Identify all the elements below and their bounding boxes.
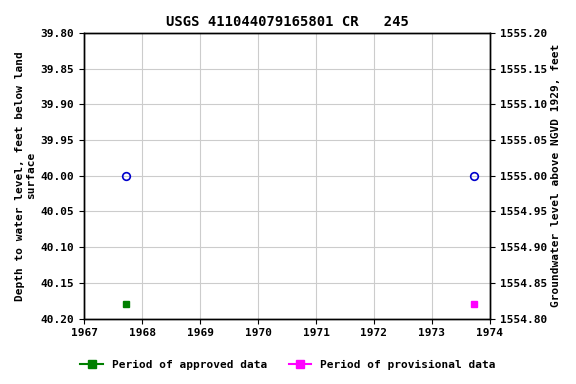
Y-axis label: Groundwater level above NGVD 1929, feet: Groundwater level above NGVD 1929, feet (551, 44, 561, 307)
Title: USGS 411044079165801 CR   245: USGS 411044079165801 CR 245 (166, 15, 408, 29)
Legend: Period of approved data, Period of provisional data: Period of approved data, Period of provi… (76, 356, 500, 375)
Y-axis label: Depth to water level, feet below land
surface: Depth to water level, feet below land su… (15, 51, 37, 301)
